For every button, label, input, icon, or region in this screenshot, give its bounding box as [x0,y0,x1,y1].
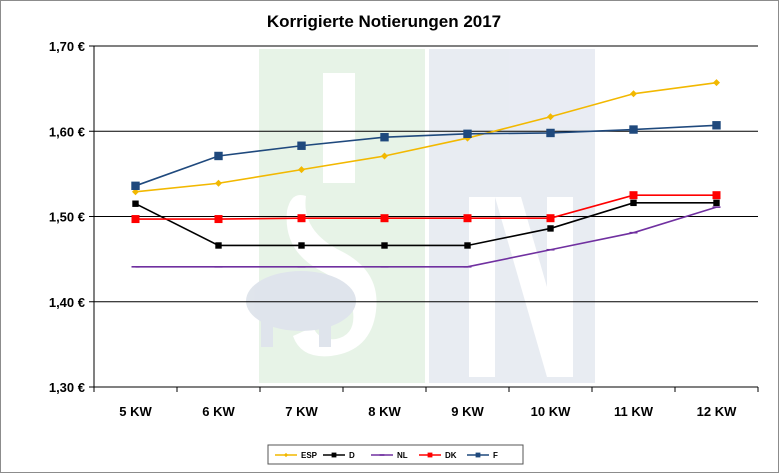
x-tick-label: 9 KW [451,404,484,419]
legend: ESP D NL DK F [267,444,524,465]
series-esp [132,79,720,196]
data-point [215,242,222,249]
data-point [381,152,388,160]
y-tick-label: 1,50 € [49,210,85,225]
legend-entry-esp: ESP [275,451,318,460]
x-tick-label: 6 KW [202,404,235,419]
data-point [297,214,306,223]
data-point [712,191,721,200]
data-point [547,225,554,232]
x-tick-label: 12 KW [697,404,737,419]
data-point [331,452,337,458]
data-point [380,214,389,223]
data-point [630,90,637,98]
data-point [131,181,140,191]
legend-label: NL [397,451,408,460]
x-axis-tick-labels: 5 KW 6 KW 7 KW 8 KW 9 KW 10 KW 11 KW 12 KW [119,404,737,419]
data-point [132,188,139,196]
legend-box [267,444,524,465]
data-point [381,242,388,249]
data-point [283,452,289,458]
y-tick-label: 1,60 € [49,124,85,139]
data-point [713,199,720,207]
legend-entry-f: F [467,451,498,460]
y-axis-tick-labels: 1,30 € 1,40 € 1,50 € 1,60 € 1,70 € [49,39,85,395]
y-tick-label: 1,40 € [49,295,85,310]
data-point [712,121,721,130]
data-point [629,191,638,200]
x-tick-label: 10 KW [531,404,571,419]
data-point [475,452,481,458]
series-lines [131,79,721,268]
series-line [135,194,717,220]
series-nl [131,206,721,268]
y-tick-label: 1,30 € [49,380,85,395]
data-point [215,179,222,187]
data-point [630,199,637,207]
x-tick-label: 5 KW [119,404,152,419]
data-point [298,242,305,249]
data-point [463,129,472,139]
x-tick-label: 11 KW [614,404,654,419]
data-point [214,215,223,224]
series-f [131,121,721,191]
gridlines [89,45,758,388]
legend-entry-dk: DK [419,451,457,460]
data-point [214,151,223,161]
chart-title: Korrigierte Notierungen 2017 [267,12,501,31]
series-line [135,81,717,193]
series-d [132,199,720,249]
legend-label: ESP [301,451,318,460]
x-tick-label: 7 KW [285,404,318,419]
data-point [380,133,389,142]
legend-label: DK [445,451,457,460]
data-point [629,125,638,134]
data-point [546,214,555,223]
legend-entry-nl: NL [371,451,408,460]
axes [93,46,759,392]
y-tick-label: 1,70 € [49,39,85,54]
data-point [546,128,555,138]
series-line [135,202,717,247]
series-dk [131,191,721,224]
data-point [427,452,433,458]
data-point [132,200,139,207]
data-point [463,214,472,223]
data-point [297,141,306,150]
data-point [298,166,305,174]
series-line [135,124,717,187]
data-point [464,242,471,249]
series-line [135,206,717,268]
legend-entry-d: D [323,451,355,460]
data-point [547,113,554,121]
legend-label: D [349,451,355,460]
data-point [131,215,140,224]
x-tick-label: 8 KW [368,404,401,419]
legend-label: F [493,451,498,460]
data-point [713,79,720,87]
